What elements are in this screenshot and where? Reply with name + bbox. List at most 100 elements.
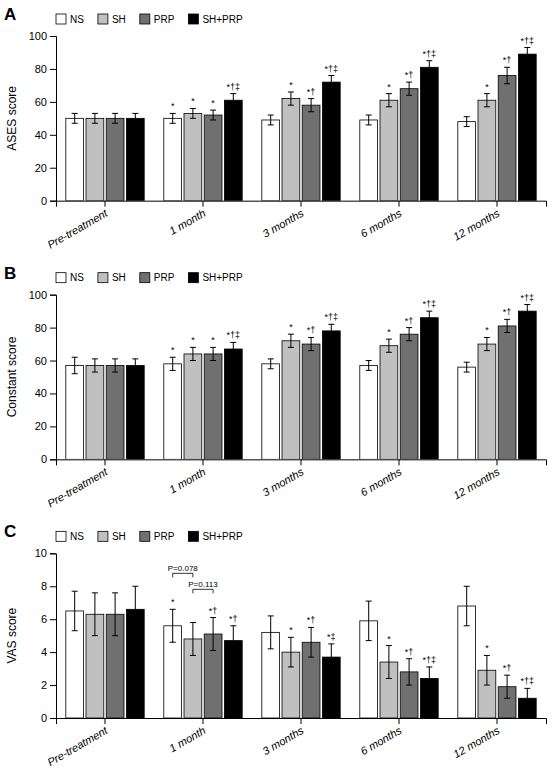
bar: [518, 54, 536, 201]
y-tick-mark: [50, 459, 56, 460]
y-tick-label: 80: [35, 322, 47, 334]
x-tick-mark: [105, 201, 106, 207]
error-bar: [328, 76, 334, 89]
y-tick-mark: [50, 361, 56, 362]
bar: [164, 118, 182, 200]
legend-swatch: [56, 531, 66, 541]
y-tick-label: 10: [35, 547, 47, 559]
error-bar: [504, 675, 510, 698]
y-tick-label: 40: [35, 387, 47, 399]
error-bar: [210, 618, 216, 651]
p-value-label: P=0.113: [188, 580, 218, 589]
error-bar: [72, 591, 78, 631]
x-tick: Pre-treatment: [45, 201, 110, 251]
marks: [66, 305, 536, 460]
error-bar: [132, 359, 138, 372]
error-bar: [268, 359, 274, 369]
x-tick-label: Pre-treatment: [45, 724, 110, 768]
y-tick-label: 8: [41, 580, 47, 592]
legend: NSSHPRPSH+PRP: [56, 14, 243, 25]
y-tick-label: 60: [35, 355, 47, 367]
error-bar: [288, 334, 294, 347]
legend-swatch: [98, 14, 108, 24]
x-tick-label: 6 months: [358, 465, 404, 498]
legend-swatch: [98, 531, 108, 541]
significance-mark: *†: [307, 325, 316, 335]
x-tick-label: 1 month: [167, 207, 207, 237]
y-tick-label: 2: [41, 679, 47, 691]
error-bar: [366, 601, 372, 641]
x-tick: 3 months: [260, 459, 306, 498]
legend-swatch: [140, 14, 150, 24]
y-axis-title: Constant score: [5, 336, 19, 417]
legend-item: NS: [56, 272, 84, 283]
error-bar: [132, 113, 138, 123]
error-bar: [484, 337, 490, 350]
y-axis-line: [50, 554, 57, 719]
error-bar: [268, 115, 274, 125]
x-tick-label: 12 months: [451, 207, 502, 243]
legend-item: PRP: [140, 14, 175, 25]
bar: [518, 311, 536, 459]
significance-mark: *†‡: [423, 655, 437, 665]
x-tick: 6 months: [358, 718, 404, 757]
error-bar: [464, 362, 470, 372]
legend-swatch: [56, 273, 66, 283]
y-tick-mark: [50, 102, 56, 103]
bracket: [193, 589, 213, 593]
bar: [322, 82, 340, 201]
error-bar: [464, 117, 470, 127]
significance-mark: *: [485, 82, 489, 92]
bar: [478, 344, 496, 459]
error-bar: [230, 626, 236, 656]
legend-item: NS: [56, 14, 84, 25]
x-tick-label: Pre-treatment: [45, 206, 110, 250]
x-axis-line: [57, 201, 547, 207]
bar: [282, 341, 300, 460]
legend-swatch: [98, 273, 108, 283]
y-tick-mark: [50, 652, 56, 653]
annotations: *****†*†*†*†*†*‡*†‡*†‡P=0.078P=0.113: [168, 564, 534, 686]
x-tick: 12 months: [451, 459, 502, 501]
y-tick-mark: [50, 553, 56, 554]
y-tick-label: 80: [35, 63, 47, 75]
x-tick: 1 month: [167, 718, 207, 754]
legend-swatch: [140, 531, 150, 541]
error-bar: [92, 593, 98, 636]
legend: NSSHPRPSH+PRP: [56, 272, 243, 283]
y-tick-mark: [50, 36, 56, 37]
error-bar: [386, 646, 392, 679]
p-value-label: P=0.078: [168, 564, 199, 573]
y-tick-label: 0: [41, 453, 47, 465]
bar: [86, 118, 104, 200]
bracket: [173, 573, 193, 577]
significance-mark: *†: [209, 606, 218, 616]
error-bar: [426, 311, 432, 324]
bar: [282, 99, 300, 201]
significance-mark: *: [485, 643, 489, 653]
x-tick-mark: [301, 459, 302, 465]
y-tick: 4: [41, 646, 56, 658]
error-bar: [190, 347, 196, 360]
error-bar: [170, 113, 176, 123]
x-axis-line: [57, 460, 547, 466]
error-bar: [268, 616, 274, 649]
significance-mark: *: [191, 96, 195, 106]
legend-swatch: [188, 531, 198, 541]
x-axis-line: [57, 719, 547, 725]
y-tick-label: 4: [41, 646, 47, 658]
error-bar: [190, 622, 196, 655]
x-tick-mark: [497, 718, 498, 724]
x-tick-mark: [399, 201, 400, 207]
legend-item: SH: [98, 272, 126, 283]
bar: [126, 365, 144, 459]
bar: [400, 334, 418, 459]
legend-label: SH: [112, 272, 126, 283]
bar: [204, 115, 222, 201]
panel: 0246810Pre-treatment1 month3 months6 mon…: [4, 522, 547, 768]
x-tick: 1 month: [167, 459, 207, 495]
bar: [106, 118, 124, 200]
bar: [66, 365, 84, 459]
y-tick-mark: [50, 328, 56, 329]
legend-label: SH+PRP: [202, 272, 243, 283]
